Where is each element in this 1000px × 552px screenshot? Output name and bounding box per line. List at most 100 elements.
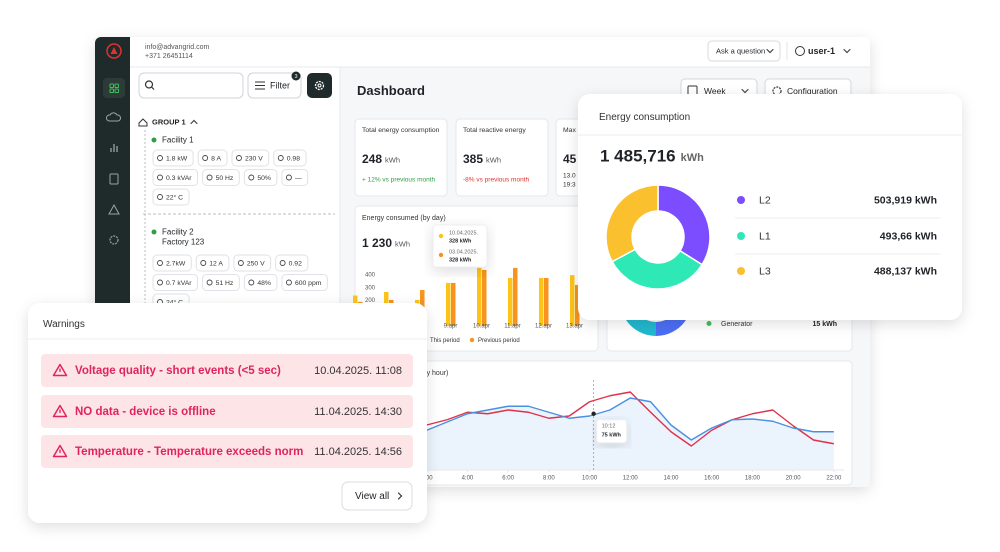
- warnings-card: Warnings Voltage quality - short events (…: [28, 303, 427, 523]
- nav-icon: [108, 203, 120, 215]
- sidebar-nav-item[interactable]: [109, 235, 119, 245]
- metric-value: 600 ppm: [295, 280, 322, 287]
- sidebar-nav-item[interactable]: [108, 203, 120, 215]
- chip-frame: [152, 274, 199, 291]
- metric-chip: 22° C: [152, 188, 190, 206]
- sidebar-nav-item[interactable]: [109, 173, 119, 185]
- warning-item[interactable]: Temperature - Temperature exceeds norm 11…: [41, 435, 413, 468]
- metric-icon: [248, 279, 255, 286]
- chip-frame: [231, 149, 270, 167]
- button-label: Week: [704, 86, 726, 96]
- metric-icon: [285, 174, 292, 181]
- button-frame: [707, 40, 781, 62]
- kpi-detail: 13.0: [563, 173, 576, 180]
- tooltip-date: 10.04.2025.: [449, 230, 479, 236]
- header: info@advangrid.com +371 26451114 Ask a que…: [145, 40, 851, 62]
- button-label: View all: [355, 491, 389, 502]
- view-all-button[interactable]: View all: [341, 481, 413, 511]
- metric-value: 22° C: [166, 193, 183, 201]
- chip-frame: [152, 188, 190, 206]
- nav-icon: [114, 83, 119, 88]
- y-tick-label: 400: [365, 273, 376, 279]
- chart-total: 1 230: [362, 236, 392, 250]
- logo: [106, 43, 122, 59]
- x-tick-label: 20:00: [786, 476, 802, 482]
- sidebar-nav-item[interactable]: [103, 78, 125, 98]
- metric-icon: [206, 174, 213, 181]
- metric-value: 51 Hz: [216, 280, 234, 287]
- metric-chip: 0.7 kVAr: [152, 274, 199, 291]
- legend-dot: [737, 196, 745, 204]
- metric-value: 2.7kW: [166, 260, 186, 267]
- metric-value: 0.7 kVAr: [166, 280, 192, 287]
- settings-icon: [314, 80, 325, 91]
- legend-label: Previous period: [478, 338, 520, 344]
- ask-button[interactable]: Ask a question: [707, 40, 781, 62]
- bar: [575, 284, 580, 326]
- kpi-value: 248: [362, 152, 382, 166]
- legend-item: L3 488,137 kWh: [737, 265, 937, 277]
- chevron-icon: [741, 88, 749, 94]
- x-tick-label: 13.apr: [566, 324, 583, 330]
- x-tick-label: 2:00: [421, 476, 433, 482]
- chart-title: Energy consumed (by day): [362, 215, 446, 222]
- facility[interactable]: Facility 1 1.8 kW 8 A 230 V 0.98 0.3 kVAr 50 H…: [151, 136, 309, 206]
- filter-badge: [291, 71, 301, 81]
- metric-chip: 0.92: [275, 254, 309, 272]
- button-frame: [341, 481, 413, 511]
- search-box[interactable]: [138, 72, 244, 99]
- nav-icon: [109, 173, 119, 185]
- chip-frame: [202, 169, 240, 186]
- metric-icon: [236, 155, 242, 161]
- y-tick-label: 300: [365, 285, 376, 291]
- chevron-icon: [190, 119, 198, 125]
- metric-icon: [200, 260, 207, 266]
- user-menu[interactable]: user-1: [795, 46, 851, 56]
- legend-value: 15 kWh: [812, 321, 837, 328]
- card-frame: [354, 118, 448, 197]
- bar: [508, 277, 513, 326]
- warning-icon: [52, 363, 68, 377]
- warning-item[interactable]: Voltage quality - short events (<5 sec) 1…: [41, 354, 413, 387]
- chevron-icon: [766, 48, 774, 54]
- x-tick-label: 16:00: [704, 476, 720, 482]
- legend-label: Generator: [721, 321, 753, 328]
- facility-name: Facility 1: [162, 136, 194, 145]
- kpi-detail: 19:3: [563, 182, 576, 189]
- metric-value: 230 V: [245, 155, 263, 162]
- warning-time: 11.04.2025. 14:30: [314, 406, 402, 418]
- settings-button[interactable]: [307, 73, 332, 98]
- kpi-change: + 12% vs previous month: [362, 177, 436, 184]
- card-title: Warnings: [43, 319, 85, 330]
- nav-icon: [109, 83, 114, 88]
- metric-chip: 12 A: [195, 254, 230, 272]
- chip-frame: [281, 274, 328, 291]
- bar: [482, 269, 487, 326]
- chip-frame: [152, 149, 194, 167]
- kpi-unit: kWh: [486, 155, 501, 164]
- button-label: Configuration: [787, 86, 838, 96]
- donut-slice: [611, 248, 704, 290]
- warning-item[interactable]: NO data - device is offline 11.04.2025. 1…: [41, 395, 413, 428]
- tooltip-value: 328 kWh: [449, 238, 472, 244]
- input-frame: [138, 72, 244, 99]
- line-series: [385, 397, 834, 441]
- metric-chip: 50%: [243, 169, 278, 186]
- metric-icon: [237, 260, 244, 266]
- bar: [513, 267, 518, 326]
- warning-frame: [41, 354, 413, 387]
- metric-value: 50 Hz: [216, 175, 234, 182]
- sidebar-nav-item[interactable]: [110, 144, 118, 152]
- page-title: Dashboard: [357, 83, 425, 98]
- group-header[interactable]: GROUP 1: [138, 117, 198, 127]
- filter-button[interactable]: Filter 3: [247, 71, 302, 99]
- bar: [544, 277, 549, 326]
- metric-value: 12 A: [209, 260, 223, 267]
- sidebar-nav-item[interactable]: [105, 112, 122, 122]
- x-tick-label: 9.apr: [444, 324, 458, 330]
- chevron-icon: [843, 48, 851, 54]
- metric-icon: [277, 155, 284, 161]
- annotation-point: [591, 411, 596, 416]
